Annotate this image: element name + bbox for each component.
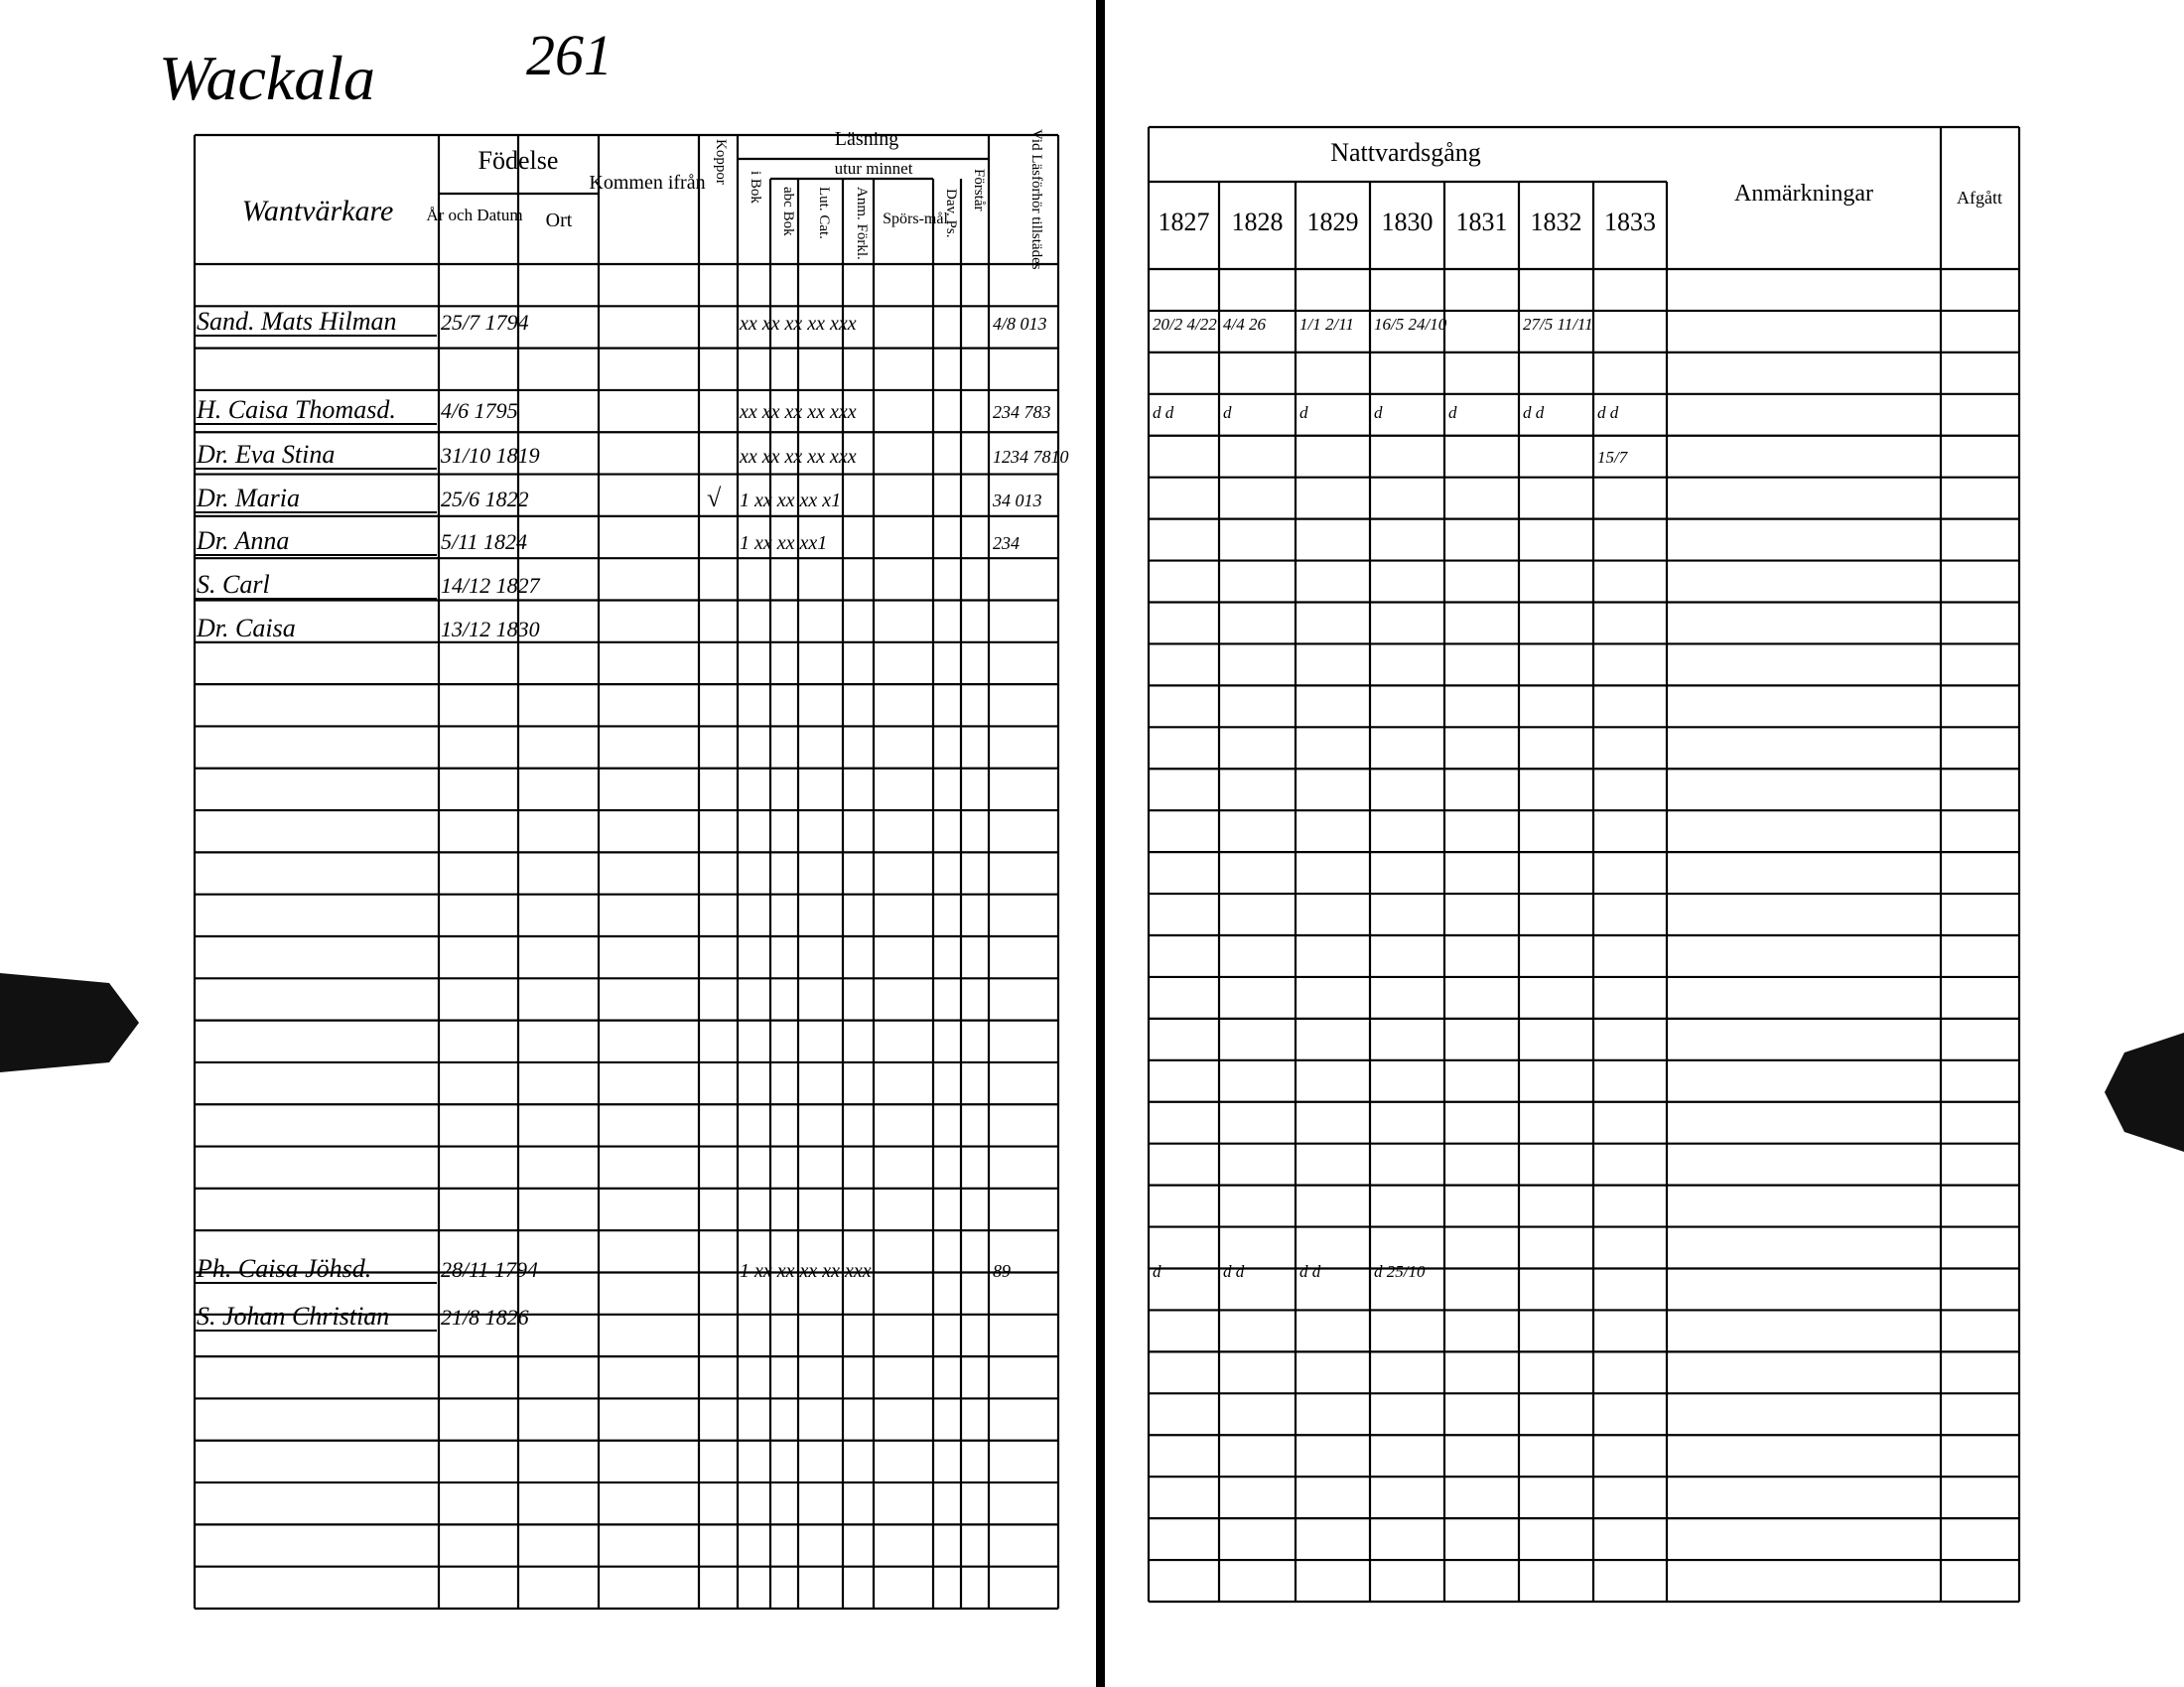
birth-date: 13/12 1830 [441, 617, 540, 641]
attendance: 89 [993, 1261, 1011, 1281]
person-name: Dr. Eva Stina [196, 440, 335, 469]
header: Afgått [1957, 188, 2002, 208]
header: utur minnet [835, 159, 913, 178]
header: Dav. Ps. [943, 189, 959, 237]
year-header: 1833 [1604, 208, 1656, 236]
header: Koppor [713, 139, 729, 185]
communion-entry: d [1223, 403, 1232, 422]
birth-date: 5/11 1824 [441, 529, 527, 554]
communion-entry: d [1448, 403, 1457, 422]
person-name: Dr. Caisa [196, 614, 296, 642]
communion-entry: d d [1153, 403, 1174, 422]
birth-date: 4/6 1795 [441, 398, 518, 423]
page-number: 261 [526, 23, 613, 87]
person-name: Dr. Maria [196, 484, 300, 512]
communion-entry: d [1299, 403, 1308, 422]
header: År och Datum [426, 206, 522, 224]
reading-marks: xx xx xx xx xxx [739, 313, 857, 335]
birth-date: 31/10 1819 [440, 443, 540, 468]
header: Anm. Förkl. [854, 187, 870, 260]
attendance: 4/8 013 [993, 314, 1047, 334]
communion-entry: d 25/10 [1374, 1262, 1426, 1281]
communion-entry: d [1153, 1262, 1161, 1281]
attendance: 34 013 [992, 491, 1042, 510]
header: Födelse [478, 146, 559, 175]
attendance: 234 [993, 533, 1020, 553]
birth-date: 14/12 1827 [441, 573, 541, 598]
header: abc Bok [780, 187, 796, 236]
attendance: 1234 7810 [993, 447, 1069, 467]
communion-entry: d d [1597, 403, 1619, 422]
place-name: Wackala [159, 43, 375, 113]
header: Förstår [971, 169, 987, 211]
person-name: H. Caisa Thomasd. [196, 395, 396, 424]
year-header: 1831 [1456, 208, 1508, 236]
birth-date: 25/6 1822 [441, 487, 529, 511]
birth-date: 21/8 1826 [441, 1305, 529, 1330]
year-header: 1832 [1531, 208, 1582, 236]
communion-entry: 15/7 [1597, 448, 1629, 467]
person-name: S. Carl [197, 570, 270, 599]
communion-entry: 1/1 2/11 [1299, 315, 1354, 334]
reading-marks: 1 xx xx xx1 [740, 532, 827, 554]
header: Vid Läsförhör tillstädes [1028, 129, 1044, 270]
communion-entry: d d [1523, 403, 1545, 422]
birth-date: 28/11 1794 [441, 1257, 538, 1282]
year-header: 1827 [1159, 208, 1210, 236]
communion-entry: 20/2 4/22 [1153, 315, 1217, 334]
communion-entry: 27/5 11/11 [1523, 315, 1593, 334]
margin-shadow [2105, 1033, 2184, 1152]
header: Lut. Cat. [816, 187, 832, 239]
person-name: Sand. Mats Hilman [197, 307, 397, 336]
year-header: 1828 [1232, 208, 1284, 236]
occupation: Wantvärkare [242, 195, 394, 227]
reading-marks: xx xx xx xx xxx [739, 446, 857, 468]
margin-shadow [0, 973, 139, 1072]
reading-marks: xx xx xx xx xxx [739, 401, 857, 423]
communion-entry: d d [1299, 1262, 1321, 1281]
header: Läsning [835, 128, 898, 150]
communion-entry: d d [1223, 1262, 1245, 1281]
reading-marks: 1 xx xx xx xx xxx [740, 1260, 872, 1282]
attendance: 234 783 [993, 402, 1051, 422]
communion-entry: d [1374, 403, 1383, 422]
header: Anmärkningar [1734, 181, 1873, 207]
header: Nattvardsgång [1330, 138, 1481, 167]
header: Kommen ifrån [589, 172, 705, 194]
communion-entry: 16/5 24/10 [1374, 315, 1447, 334]
person-name: Ph. Caisa Jöhsd. [196, 1254, 371, 1283]
book-gutter [1096, 0, 1105, 1687]
reading-marks: 1 xx xx xx x1 [740, 490, 841, 511]
year-header: 1830 [1382, 208, 1433, 236]
year-header: 1829 [1307, 208, 1359, 236]
header: Ort [546, 210, 573, 231]
communion-entry: 4/4 26 [1223, 315, 1266, 334]
ruling [193, 125, 2021, 1611]
person-name: Dr. Anna [196, 526, 289, 555]
person-name: S. Johan Christian [197, 1302, 389, 1331]
header: i Bok [748, 171, 763, 204]
header: Spörs-mål [883, 211, 948, 227]
birth-date: 25/7 1794 [441, 310, 529, 335]
smallpox: √ [707, 484, 722, 512]
